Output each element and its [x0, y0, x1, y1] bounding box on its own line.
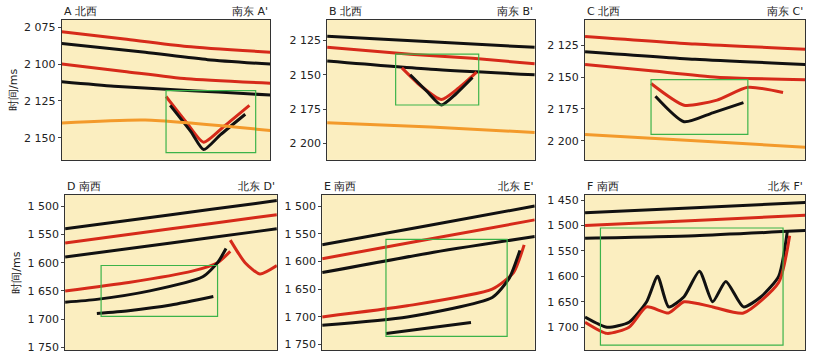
svg-text:2 075: 2 075 — [24, 21, 56, 34]
svg-text:2 150: 2 150 — [24, 132, 56, 145]
svg-text:1 500: 1 500 — [547, 219, 579, 232]
svg-text:1 600: 1 600 — [284, 255, 316, 268]
svg-text:南东 C': 南东 C' — [767, 5, 803, 18]
svg-text:时间/ms: 时间/ms — [10, 251, 23, 293]
svg-text:2 125: 2 125 — [289, 34, 321, 47]
svg-text:南东 A': 南东 A' — [232, 5, 268, 18]
svg-text:2 200: 2 200 — [547, 135, 579, 148]
svg-text:1 750: 1 750 — [284, 338, 316, 351]
svg-text:2 125: 2 125 — [24, 95, 56, 108]
svg-text:1 600: 1 600 — [27, 257, 59, 270]
svg-text:1 750: 1 750 — [27, 341, 59, 354]
svg-text:C 北西: C 北西 — [587, 5, 620, 18]
svg-text:2 125: 2 125 — [547, 39, 579, 52]
svg-text:1 700: 1 700 — [27, 313, 59, 326]
svg-text:北东 F': 北东 F' — [768, 180, 803, 193]
svg-text:1 500: 1 500 — [284, 200, 316, 213]
svg-text:1 550: 1 550 — [27, 228, 59, 241]
svg-text:1 700: 1 700 — [547, 321, 579, 334]
svg-text:2 150: 2 150 — [547, 71, 579, 84]
svg-text:1 600: 1 600 — [547, 270, 579, 283]
svg-text:B 北西: B 北西 — [329, 5, 362, 18]
svg-text:2 175: 2 175 — [289, 103, 321, 116]
svg-text:1 550: 1 550 — [547, 245, 579, 258]
svg-text:2 175: 2 175 — [547, 103, 579, 116]
svg-text:A 北西: A 北西 — [64, 5, 97, 18]
svg-text:时间/ms: 时间/ms — [7, 69, 20, 111]
svg-text:1 500: 1 500 — [27, 200, 59, 213]
svg-text:F 南西: F 南西 — [587, 180, 619, 193]
svg-text:2 200: 2 200 — [289, 137, 321, 150]
svg-text:1 650: 1 650 — [284, 283, 316, 296]
svg-text:1 700: 1 700 — [284, 311, 316, 324]
svg-text:1 650: 1 650 — [547, 296, 579, 309]
svg-text:D 南西: D 南西 — [67, 180, 101, 193]
svg-text:1 550: 1 550 — [284, 228, 316, 241]
svg-text:1 650: 1 650 — [27, 285, 59, 298]
svg-text:E 南西: E 南西 — [324, 180, 356, 193]
svg-text:北东 D': 北东 D' — [238, 180, 275, 193]
svg-text:北东 E': 北东 E' — [498, 180, 533, 193]
svg-text:2 150: 2 150 — [289, 69, 321, 82]
svg-text:南东 B': 南东 B' — [497, 5, 533, 18]
svg-text:1 450: 1 450 — [547, 194, 579, 207]
svg-text:2 100: 2 100 — [24, 58, 56, 71]
